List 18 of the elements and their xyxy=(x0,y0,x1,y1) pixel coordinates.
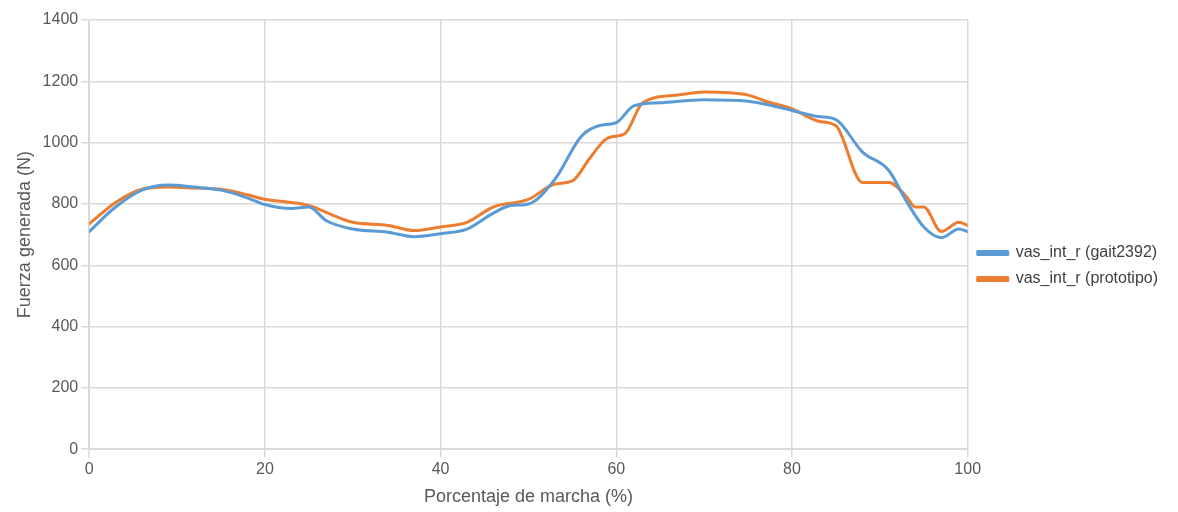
x-tick-label: 80 xyxy=(783,460,802,478)
y-tick-label: 400 xyxy=(51,316,79,334)
x-tick-label: 40 xyxy=(431,460,450,478)
y-tick-label: 1400 xyxy=(42,10,79,28)
y-tick-label: 1000 xyxy=(42,133,79,151)
legend-label: vas_int_r (gait2392) xyxy=(1015,243,1158,262)
legend-label: vas_int_r (prototipo) xyxy=(1015,269,1159,288)
x-axis-title: Porcentaje de marcha (%) xyxy=(423,486,633,507)
y-tick-label: 600 xyxy=(51,255,79,273)
y-tick-label: 0 xyxy=(69,439,79,457)
x-tick-label: 0 xyxy=(84,460,94,478)
x-tick-label: 60 xyxy=(607,460,626,478)
y-tick-label: 1200 xyxy=(42,71,79,89)
y-axis-title: Fuerza generada (N) xyxy=(13,151,34,319)
x-tick-label: 100 xyxy=(954,460,982,478)
y-tick-label: 200 xyxy=(51,378,79,396)
x-tick-label: 20 xyxy=(256,460,274,478)
y-tick-label: 800 xyxy=(51,194,79,212)
